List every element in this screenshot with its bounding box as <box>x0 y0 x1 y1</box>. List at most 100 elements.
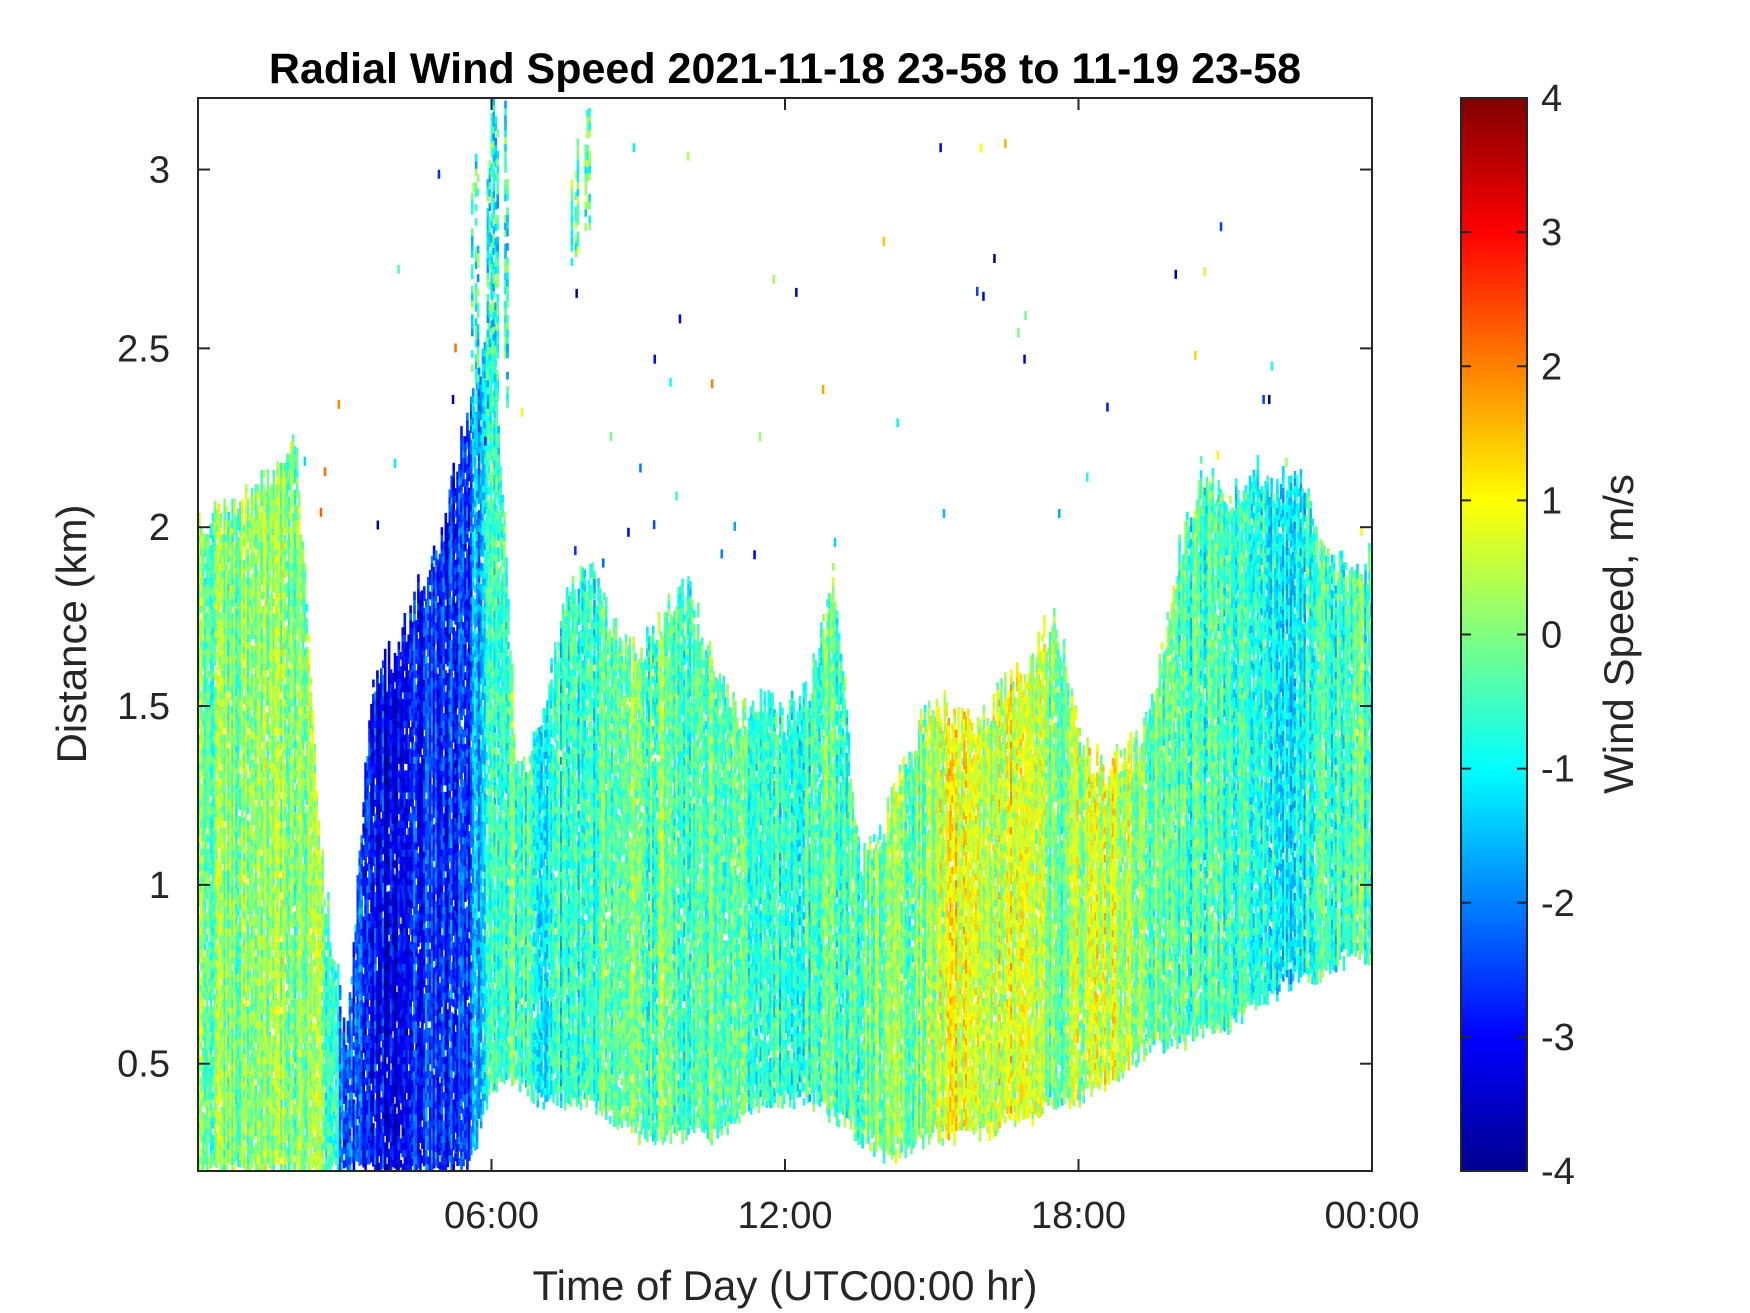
heatmap-cell <box>220 527 223 535</box>
heatmap-cell <box>247 570 250 578</box>
heatmap-cell <box>255 885 258 893</box>
heatmap-cell <box>241 499 244 507</box>
heatmap-cell <box>229 964 232 972</box>
heatmap-cell <box>263 484 266 492</box>
heatmap-cell <box>245 763 248 771</box>
heatmap-cell <box>245 999 248 1007</box>
heatmap-cell <box>261 699 264 707</box>
heatmap-cell <box>251 1160 254 1168</box>
heatmap-cell <box>261 914 264 922</box>
heatmap-cell <box>241 514 244 522</box>
heatmap-cell <box>272 470 275 478</box>
heatmap-cell <box>251 667 254 675</box>
heatmap-cell <box>251 510 254 518</box>
heatmap-cell <box>223 785 226 793</box>
heatmap-cell <box>255 756 258 764</box>
heatmap-cell <box>263 749 266 757</box>
heatmap-cell <box>245 484 248 492</box>
heatmap-cell <box>282 577 285 585</box>
heatmap-cell <box>261 627 264 635</box>
heatmap-cell <box>282 978 285 986</box>
heatmap-cell <box>204 900 207 908</box>
heatmap-cell <box>206 1149 209 1157</box>
heatmap-cell <box>270 592 273 600</box>
heatmap-cell <box>261 971 264 979</box>
heatmap-cell <box>223 835 226 843</box>
heatmap-cell <box>247 499 250 507</box>
heatmap-cell <box>245 914 248 922</box>
heatmap-cell <box>233 499 236 507</box>
heatmap-cell <box>251 488 254 496</box>
heatmap-cell <box>255 871 258 879</box>
heatmap-cell <box>282 620 285 628</box>
heatmap-cell <box>267 476 270 484</box>
heatmap-cell <box>233 506 236 514</box>
heatmap-cell <box>268 1024 271 1032</box>
heatmap-cell <box>245 728 248 736</box>
heatmap-cell <box>231 1028 234 1036</box>
heatmap-cell <box>241 507 244 515</box>
heatmap-cell <box>222 728 225 736</box>
heatmap-cell <box>263 706 266 714</box>
heatmap-cell <box>251 824 254 832</box>
heatmap-cell <box>270 1071 273 1079</box>
heatmap-cell <box>247 549 250 557</box>
heatmap-cell <box>223 1021 226 1029</box>
heatmap-cell <box>247 1049 250 1057</box>
heatmap-area <box>198 97 1375 1172</box>
heatmap-cell <box>263 735 266 743</box>
heatmap-cell <box>245 813 248 821</box>
heatmap-cell <box>282 677 285 685</box>
heatmap-cell <box>220 863 223 871</box>
heatmap-cell <box>263 928 266 936</box>
heatmap-cell <box>237 752 240 760</box>
heatmap-cell <box>282 821 285 829</box>
heatmap-cell <box>214 501 217 509</box>
heatmap-cell <box>247 992 250 1000</box>
chart-title: Radial Wind Speed 2021-11-18 23-58 to 11… <box>269 45 1301 93</box>
heatmap-cell <box>282 656 285 664</box>
heatmap-cell <box>282 956 285 964</box>
heatmap-cell <box>247 928 250 936</box>
heatmap-cell <box>231 534 234 542</box>
heatmap-cell <box>245 491 248 499</box>
heatmap-cell <box>223 513 226 521</box>
heatmap-cell <box>270 606 273 614</box>
heatmap-cell <box>251 1139 254 1147</box>
heatmap-cell <box>247 670 250 678</box>
heatmap-cell <box>220 513 223 521</box>
heatmap-cell <box>282 985 285 993</box>
heatmap-cell <box>280 1100 283 1108</box>
heatmap-cell <box>255 499 258 507</box>
heatmap-cell <box>255 563 258 571</box>
heatmap-cell <box>261 477 264 485</box>
heatmap-cell <box>231 878 234 886</box>
heatmap-cell <box>220 520 223 528</box>
heatmap-cell <box>245 542 248 550</box>
heatmap-cell <box>261 1014 264 1022</box>
heatmap-cell <box>227 512 230 520</box>
heatmap-cell <box>272 477 275 485</box>
heatmap-cell <box>247 506 250 514</box>
heatmap-cell <box>222 821 225 829</box>
heatmap-cell <box>245 878 248 886</box>
heatmap-cell <box>272 878 275 886</box>
heatmap-cell <box>255 1085 258 1093</box>
heatmap-cell <box>223 499 226 507</box>
heatmap-cell <box>251 910 254 918</box>
heatmap-cell <box>282 756 285 764</box>
heatmap-cell <box>241 549 244 557</box>
heatmap-cell <box>263 470 266 478</box>
heatmap-cell <box>267 469 270 477</box>
heatmap-cell <box>251 867 254 875</box>
heatmap-cell <box>280 735 283 743</box>
heatmap-cell <box>270 949 273 957</box>
heatmap-cell <box>245 770 248 778</box>
heatmap-cell <box>218 504 221 512</box>
heatmap-cell <box>216 853 219 861</box>
heatmap-cell <box>229 606 232 614</box>
heatmap-cell <box>237 909 240 917</box>
heatmap-cell <box>261 1107 264 1115</box>
heatmap-cell <box>247 806 250 814</box>
